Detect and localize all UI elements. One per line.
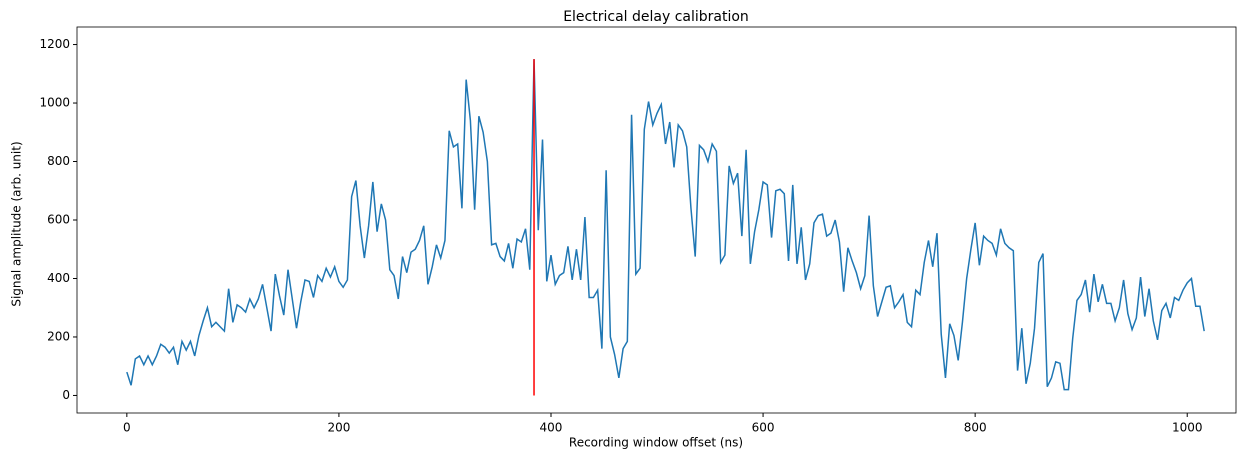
y-tick-label: 1000: [39, 96, 70, 110]
x-tick-label: 200: [327, 421, 350, 435]
y-axis-label: Signal amplitude (arb. unit): [10, 141, 24, 306]
x-axis-label: Recording window offset (ns): [569, 436, 743, 450]
data-line: [126, 59, 1205, 391]
y-tick-label: 400: [47, 271, 70, 285]
y-tick-label: 600: [47, 213, 70, 227]
x-tick-label: 800: [964, 421, 987, 435]
x-tick-label: 1000: [1172, 421, 1203, 435]
y-tick-label: 200: [47, 329, 70, 343]
x-tick-label: 400: [540, 421, 563, 435]
y-tick-label: 0: [62, 388, 70, 402]
x-tick-label: 600: [752, 421, 775, 435]
chart-title: Electrical delay calibration: [563, 9, 749, 25]
x-tick-label: 0: [123, 421, 131, 435]
y-tick-label: 800: [47, 154, 70, 168]
y-tick-label: 1200: [39, 37, 70, 51]
plot-frame: [76, 26, 1237, 414]
